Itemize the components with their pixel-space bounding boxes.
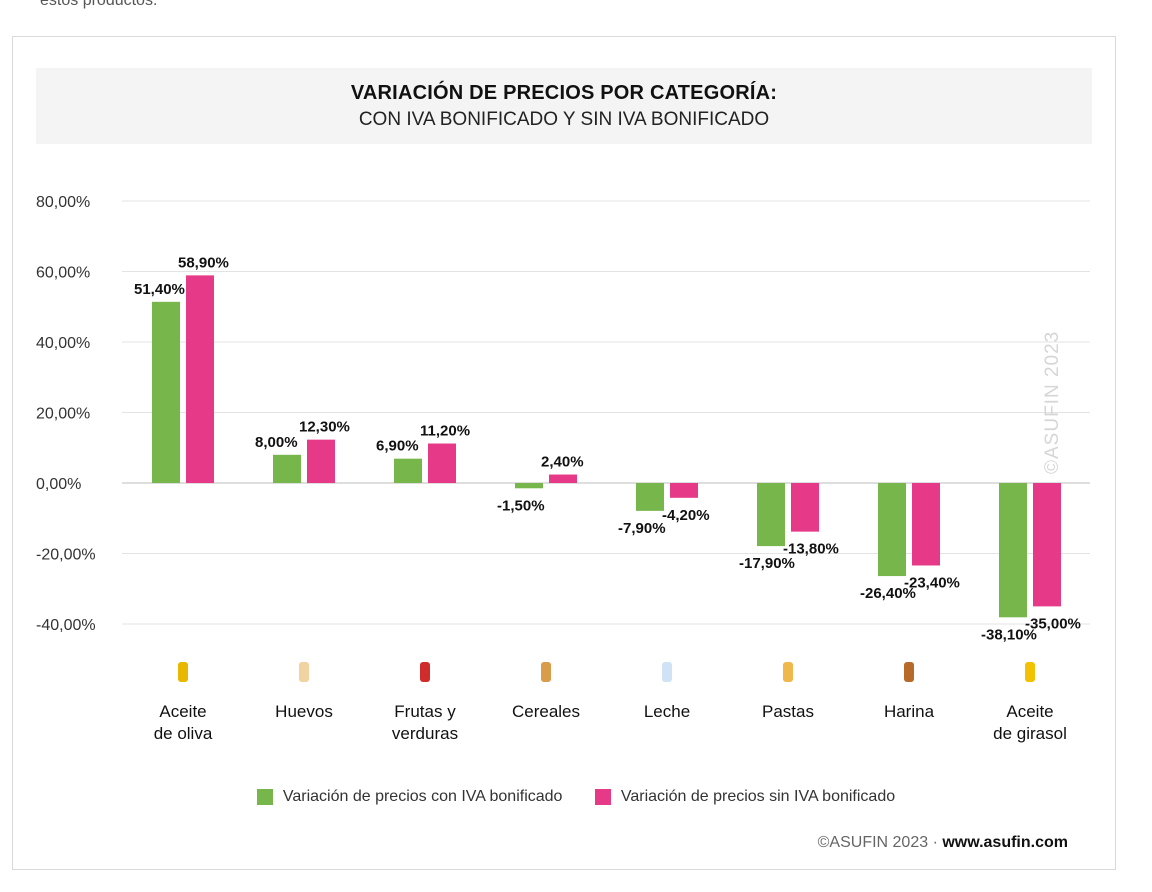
cereal-icon xyxy=(541,662,551,682)
pasta-icon xyxy=(783,662,793,682)
bar-with-iva xyxy=(757,483,785,547)
milk-bottle-icon xyxy=(662,662,672,682)
data-label-without-iva: 58,90% xyxy=(178,254,229,271)
data-label-without-iva: -23,40% xyxy=(904,574,960,591)
credit-line: ©ASUFIN 2023 · www.asufin.com xyxy=(818,834,1068,852)
category-label: Harina xyxy=(884,702,935,721)
bar-without-iva xyxy=(549,474,577,483)
data-label-with-iva: -17,90% xyxy=(739,555,795,572)
category-label: Leche xyxy=(644,702,690,721)
data-label-without-iva: -35,00% xyxy=(1025,615,1081,632)
bar-without-iva xyxy=(791,483,819,532)
bar-without-iva xyxy=(428,443,456,483)
data-label-without-iva: 12,30% xyxy=(299,419,350,436)
chart-legend: Variación de precios con IVA bonificado … xyxy=(0,788,1152,810)
chart-subtitle: CON IVA BONIFICADO Y SIN IVA BONIFICADO xyxy=(358,109,770,130)
intro-text-fragment: estos productos. xyxy=(40,0,158,9)
bar-with-iva xyxy=(273,454,301,483)
chart-title: VARIACIÓN DE PRECIOS POR CATEGORÍA: xyxy=(350,82,778,104)
bar-with-iva xyxy=(636,483,664,511)
y-tick-label: 40,00% xyxy=(36,335,90,352)
bar-with-iva xyxy=(878,483,906,577)
category-label: Pastas xyxy=(762,702,814,721)
data-label-with-iva: 6,90% xyxy=(376,438,419,455)
category-label: Huevos xyxy=(275,702,333,721)
bar-with-iva xyxy=(394,458,422,483)
category-label: Frutas y xyxy=(394,702,456,721)
data-label-without-iva: 11,20% xyxy=(420,423,470,440)
category-label: de oliva xyxy=(154,724,213,743)
oil-bottle-icon xyxy=(178,662,188,682)
category-label: Aceite xyxy=(1006,702,1053,721)
bar-with-iva xyxy=(999,483,1027,618)
fruit-vegetable-icon xyxy=(420,662,430,682)
data-label-without-iva: -4,20% xyxy=(662,507,710,524)
bar-with-iva xyxy=(152,301,180,483)
sunflower-oil-icon xyxy=(1025,662,1035,682)
eggs-icon xyxy=(299,662,309,682)
category-label: verduras xyxy=(392,724,458,743)
y-tick-label: 0,00% xyxy=(36,476,81,493)
y-tick-label: 80,00% xyxy=(36,194,90,211)
y-tick-label: 20,00% xyxy=(36,406,90,423)
bar-without-iva xyxy=(670,483,698,498)
legend-item-without-iva: Variación de precios sin IVA bonificado xyxy=(594,788,896,806)
data-label-with-iva: 8,00% xyxy=(255,434,298,451)
credit-site: www.asufin.com xyxy=(942,834,1068,851)
category-label: de girasol xyxy=(993,724,1067,743)
bar-with-iva xyxy=(515,483,543,489)
legend-swatch-green xyxy=(256,789,273,805)
y-tick-label: -40,00% xyxy=(36,617,96,634)
category-label: Aceite xyxy=(159,702,206,721)
data-label-with-iva: -7,90% xyxy=(618,520,666,537)
y-tick-label: -20,00% xyxy=(36,547,96,564)
data-label-with-iva: -26,40% xyxy=(860,585,916,602)
legend-swatch-pink xyxy=(594,789,611,805)
bar-without-iva xyxy=(912,483,940,566)
data-label-with-iva: -1,50% xyxy=(497,497,545,514)
credit-prefix: ©ASUFIN 2023 · xyxy=(817,834,943,851)
bar-without-iva xyxy=(186,275,214,483)
y-tick-label: 60,00% xyxy=(36,265,90,282)
flour-bag-icon xyxy=(904,662,914,682)
legend-label-without-iva: Variación de precios sin IVA bonificado xyxy=(620,788,896,805)
chart-title-band: VARIACIÓN DE PRECIOS POR CATEGORÍA: CON … xyxy=(36,68,1092,144)
category-label: Cereales xyxy=(512,702,580,721)
bar-without-iva xyxy=(1033,483,1061,607)
watermark-text: ©ASUFIN 2023 xyxy=(1042,331,1063,474)
legend-label-with-iva: Variación de precios con IVA bonificado xyxy=(282,788,563,805)
legend-item-with-iva: Variación de precios con IVA bonificado xyxy=(256,788,563,806)
bar-without-iva xyxy=(307,439,335,483)
data-label-with-iva: -38,10% xyxy=(981,626,1037,643)
data-label-without-iva: -13,80% xyxy=(783,541,839,558)
data-label-with-iva: 51,40% xyxy=(134,281,185,298)
data-label-without-iva: 2,40% xyxy=(541,454,584,471)
